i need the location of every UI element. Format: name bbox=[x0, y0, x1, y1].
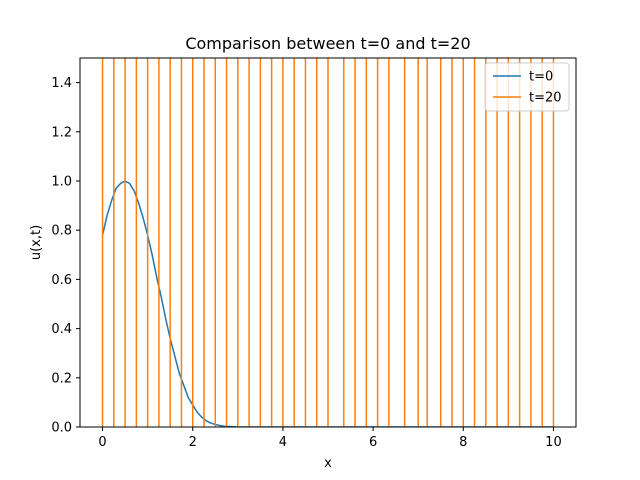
y-axis-label: u(x,t) bbox=[29, 225, 44, 260]
x-tick-label: 4 bbox=[279, 435, 287, 450]
y-tick-label: 1.0 bbox=[51, 175, 72, 190]
x-axis: 0 2 4 6 8 10 bbox=[98, 427, 562, 450]
y-axis: 0.0 0.2 0.4 0.6 0.8 1.0 1.2 1.4 bbox=[51, 76, 80, 436]
legend: t=0 t=20 bbox=[484, 62, 570, 112]
chart-title: Comparison between t=0 and t=20 bbox=[185, 34, 470, 53]
x-tick-label: 2 bbox=[189, 435, 197, 450]
y-tick-label: 1.4 bbox=[51, 76, 72, 91]
legend-box bbox=[484, 62, 570, 112]
x-tick-label: 0 bbox=[98, 435, 106, 450]
y-tick-label: 0.6 bbox=[51, 273, 72, 288]
y-tick-label: 1.2 bbox=[51, 125, 72, 140]
axes-frame bbox=[79, 57, 577, 428]
plot-area bbox=[101, 58, 555, 427]
y-tick-label: 0.8 bbox=[51, 224, 72, 239]
legend-label: t=0 bbox=[529, 70, 553, 85]
legend-label: t=20 bbox=[529, 91, 562, 106]
x-tick-label: 10 bbox=[545, 435, 562, 450]
x-axis-label: x bbox=[324, 456, 332, 471]
t0-series-line bbox=[101, 180, 554, 427]
y-tick-label: 0.0 bbox=[51, 421, 72, 436]
x-tick-label: 8 bbox=[459, 435, 467, 450]
y-tick-label: 0.2 bbox=[51, 371, 72, 386]
x-tick-label: 6 bbox=[369, 435, 377, 450]
y-tick-label: 0.4 bbox=[51, 322, 72, 337]
